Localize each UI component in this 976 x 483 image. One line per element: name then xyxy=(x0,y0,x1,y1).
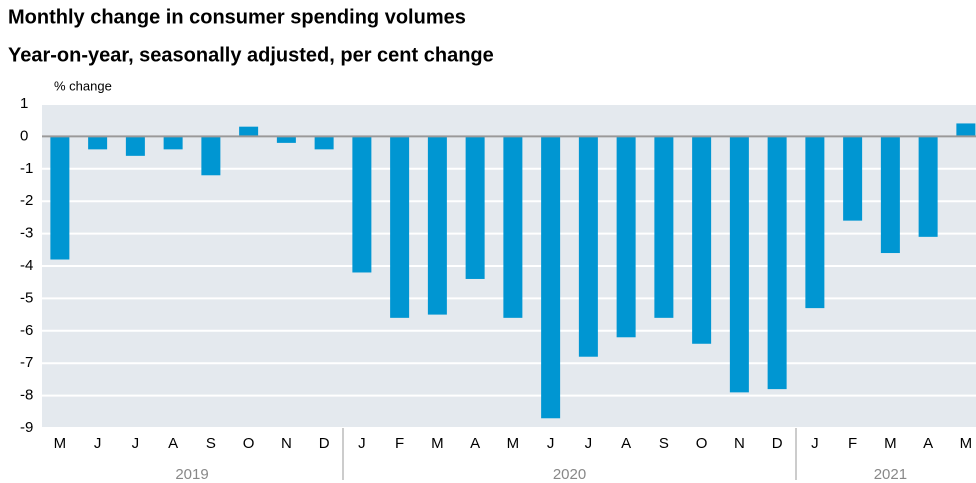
bar xyxy=(465,136,485,279)
y-tick-label: -6 xyxy=(20,322,33,339)
bar xyxy=(427,136,447,315)
y-tick-label: 1 xyxy=(20,95,28,112)
x-tick-label: M xyxy=(54,435,67,452)
x-tick-label: J xyxy=(94,435,102,452)
x-tick-label: J xyxy=(585,435,593,452)
x-tick-label: J xyxy=(811,435,819,452)
x-tick-label: M xyxy=(507,435,520,452)
y-tick-label: 0 xyxy=(20,127,28,144)
bar xyxy=(125,136,145,156)
x-tick-label: A xyxy=(168,435,178,452)
y-tick-label: -2 xyxy=(20,192,33,209)
y-tick-label: -4 xyxy=(20,257,33,274)
x-tick-label: A xyxy=(621,435,631,452)
bar xyxy=(390,136,410,318)
bar xyxy=(843,136,863,221)
x-tick-label: J xyxy=(358,435,366,452)
bar xyxy=(541,136,561,419)
bar xyxy=(616,136,636,338)
x-tick-label: N xyxy=(281,435,292,452)
bar xyxy=(578,136,598,357)
bar xyxy=(201,136,221,176)
x-tick-label: M xyxy=(884,435,897,452)
chart-subtitle: Year-on-year, seasonally adjusted, per c… xyxy=(8,44,494,66)
x-tick-label: O xyxy=(696,435,708,452)
x-tick-label: N xyxy=(734,435,745,452)
x-tick-label: F xyxy=(848,435,857,452)
y-tick-label: -9 xyxy=(20,419,33,436)
bar xyxy=(729,136,749,393)
year-label: 2019 xyxy=(175,466,208,483)
bar xyxy=(239,126,259,137)
bar xyxy=(654,136,674,318)
x-tick-label: A xyxy=(923,435,933,452)
x-tick-label: S xyxy=(659,435,669,452)
x-tick-label: S xyxy=(206,435,216,452)
x-tick-label: F xyxy=(395,435,404,452)
bar xyxy=(692,136,712,344)
x-tick-label: D xyxy=(772,435,783,452)
x-tick-label: M xyxy=(960,435,973,452)
bar xyxy=(50,136,70,260)
bar xyxy=(88,136,108,150)
bar xyxy=(163,136,183,150)
year-label: 2020 xyxy=(553,466,586,483)
x-tick-label: O xyxy=(243,435,255,452)
x-tick-label: M xyxy=(431,435,444,452)
bar xyxy=(767,136,787,390)
y-tick-label: -8 xyxy=(20,387,33,404)
x-tick-label: J xyxy=(547,435,555,452)
bar xyxy=(805,136,825,309)
bar xyxy=(276,136,296,143)
bar xyxy=(918,136,938,237)
bar xyxy=(352,136,372,273)
y-tick-label: -5 xyxy=(20,289,33,306)
y-tick-label: -3 xyxy=(20,225,33,242)
y-tick-label: -1 xyxy=(20,160,33,177)
y-tick-label: -7 xyxy=(20,354,33,371)
bar xyxy=(956,123,976,137)
x-tick-label: J xyxy=(132,435,140,452)
bar xyxy=(503,136,523,318)
chart-title: Monthly change in consumer spending volu… xyxy=(8,6,466,28)
x-tick-label: D xyxy=(319,435,330,452)
x-tick-label: A xyxy=(470,435,480,452)
y-axis-label: % change xyxy=(54,78,112,93)
bar xyxy=(314,136,334,150)
year-label: 2021 xyxy=(874,466,907,483)
bar xyxy=(880,136,900,254)
